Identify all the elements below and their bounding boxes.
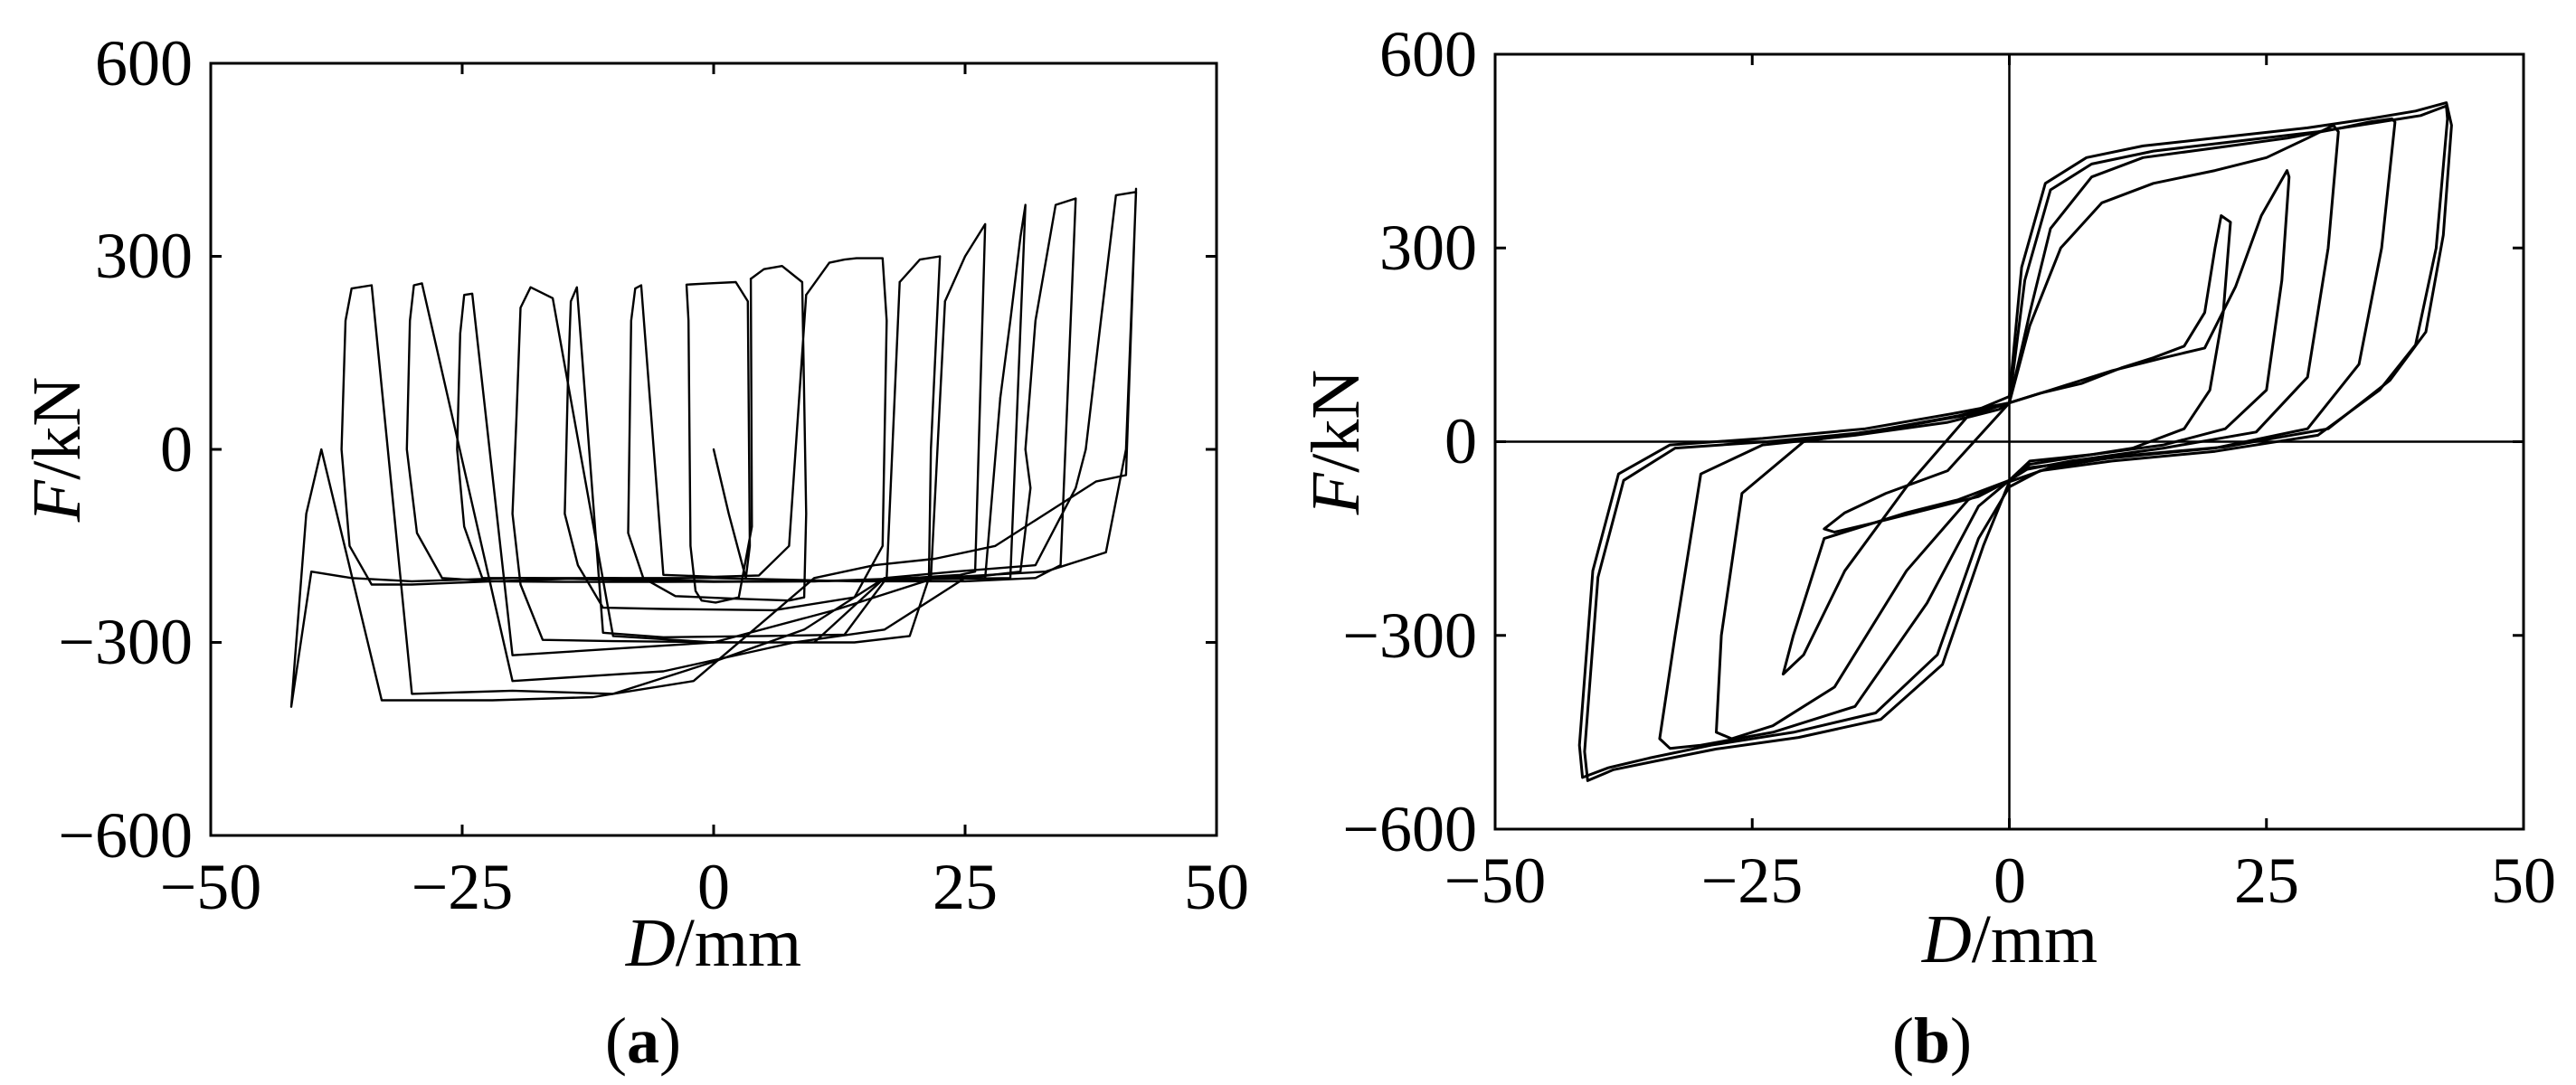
hysteresis-loop-a-6 <box>340 197 1087 695</box>
yaxis-var-a: F <box>19 478 95 523</box>
hysteresis-loop-a-2 <box>564 257 901 638</box>
yaxis-var-b: F <box>1298 471 1374 515</box>
ytick-label-b-4: 600 <box>1379 18 1477 90</box>
ytick-label-a-2: 0 <box>160 413 193 486</box>
ytick-label-b-0: −600 <box>1342 793 1477 865</box>
xtick-label-b-4: 50 <box>2491 844 2556 917</box>
xtick-label-b-3: 25 <box>2234 844 2299 917</box>
panel-label-b-close: ) <box>1950 1005 1972 1077</box>
hysteresis-loop-a-5 <box>405 203 1032 683</box>
hysteresis-loop-b-0 <box>1823 214 2232 533</box>
panel-label-b-open: ( <box>1892 1005 1914 1077</box>
panel-label-a-close: ) <box>659 1005 681 1077</box>
hysteresis-loop-a-1 <box>627 265 808 602</box>
hysteresis-loop-b-3 <box>1658 117 2397 750</box>
xtick-label-b-2: 0 <box>1994 844 2026 917</box>
hysteresis-loop-a-0 <box>685 278 753 604</box>
ytick-label-b-2: 0 <box>1444 405 1477 477</box>
ticks-a <box>209 61 1218 837</box>
ytick-label-a-4: 600 <box>95 27 193 99</box>
yaxis-unit-b: /kN <box>1298 370 1374 473</box>
hysteresis-loop-a-3 <box>511 255 947 644</box>
hysteresis-loop-b-1 <box>1781 169 2291 676</box>
ytick-label-b-3: 300 <box>1379 212 1477 284</box>
panel-label-a: (a) <box>605 1005 681 1077</box>
xaxis-title-b: D/mm <box>1921 901 2098 977</box>
panel-label-b-letter: b <box>1914 1005 1950 1077</box>
xtick-label-a-2: 0 <box>697 851 730 923</box>
hysteresis-loop-b-2 <box>1715 124 2340 741</box>
hysteresis-loop-a-4 <box>456 222 1002 656</box>
xtick-label-a-1: −25 <box>412 851 514 923</box>
ytick-label-a-3: 300 <box>95 220 193 292</box>
yaxis-title-b: F/kN <box>1298 370 1374 515</box>
ytick-label-b-1: −300 <box>1342 599 1477 672</box>
ytick-label-a-1: −300 <box>58 606 193 678</box>
xaxis-var-b: D <box>1921 901 1972 977</box>
xtick-label-a-4: 50 <box>1184 851 1249 923</box>
yaxis-title-a: F/kN <box>19 377 95 523</box>
zero-lines-b <box>1495 54 2524 829</box>
xtick-label-a-3: 25 <box>933 851 998 923</box>
xtick-label-b-0: −50 <box>1444 844 1547 917</box>
chart-b: −50 −25 0 25 50 −600 −300 0 300 600 D/mm… <box>1298 18 2556 1077</box>
xtick-label-b-1: −25 <box>1701 844 1804 917</box>
yaxis-unit-a: /kN <box>19 377 95 480</box>
curves-a <box>289 187 1138 708</box>
panel-label-a-letter: a <box>627 1005 659 1077</box>
panel-label-b: (b) <box>1892 1005 1972 1077</box>
xaxis-var-a: D <box>625 905 676 981</box>
ytick-label-a-0: −600 <box>58 799 193 872</box>
ticks-b <box>1493 52 2525 831</box>
hysteresis-loop-b-5 <box>1583 101 2453 782</box>
xaxis-unit-b: /mm <box>1972 901 2098 977</box>
panel-label-a-open: ( <box>605 1005 627 1077</box>
curves-b <box>1577 101 2453 782</box>
chart-a: −50 −25 0 25 50 −600 −300 0 300 600 D/mm… <box>19 27 1249 1077</box>
xtick-label-a-0: −50 <box>160 851 262 923</box>
xaxis-unit-a: /mm <box>676 905 801 981</box>
hysteresis-loop-a-7 <box>289 187 1138 708</box>
xaxis-title-a: D/mm <box>625 905 801 981</box>
